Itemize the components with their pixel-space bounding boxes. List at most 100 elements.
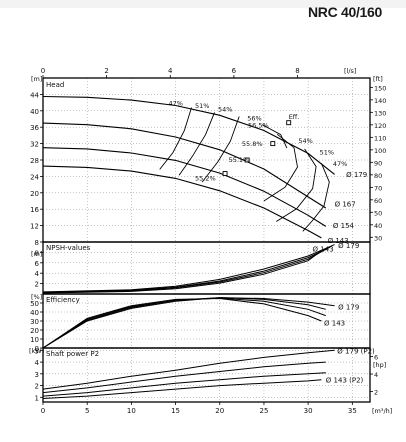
iso-efficiency-line-3 xyxy=(261,124,288,149)
npsh-panel-title: NPSH-values xyxy=(46,244,91,252)
head-right-tick-label: 60 xyxy=(374,197,382,205)
eff-curve-3 xyxy=(42,297,322,349)
iso-efficiency-line-0 xyxy=(159,107,192,170)
iso-efficiency-line-6 xyxy=(302,163,330,232)
bep-marker-1 xyxy=(270,141,276,147)
eff-ytick-label: 40 xyxy=(30,309,39,317)
top-axis-tick-label: 0 xyxy=(41,67,45,75)
x-tick-label: 30 xyxy=(304,407,313,415)
pwr-curve-3 xyxy=(42,379,322,399)
pwr-ytick-label: 5 xyxy=(35,347,39,355)
efficiency-label: 47% xyxy=(333,160,347,168)
npsh-ytick-label: 4 xyxy=(35,270,40,278)
pwr-right-tick-label: 6 xyxy=(374,354,378,362)
npsh-left-unit: [m] xyxy=(31,250,42,258)
top-axis-tick-label: 2 xyxy=(104,67,108,75)
eff-curve-2 xyxy=(42,297,326,349)
head-right-tick-label: 120 xyxy=(374,122,386,130)
x-tick-label: 10 xyxy=(127,407,136,415)
head-right-tick-label: 80 xyxy=(374,172,382,180)
efficiency-label: 55.8% xyxy=(242,140,263,148)
x-tick-label: 25 xyxy=(259,407,268,415)
x-tick-label: 20 xyxy=(215,407,224,415)
eff-ytick-label: 0 xyxy=(35,345,39,353)
efficiency-label: 56% xyxy=(247,115,261,123)
iso-efficiency-line-2 xyxy=(201,116,240,183)
head-ytick-label: 28 xyxy=(30,157,39,165)
eff-ytick-label: 10 xyxy=(30,336,39,344)
iso-efficiency-line-4 xyxy=(263,133,298,202)
eff-ytick-label: 50 xyxy=(30,300,39,308)
pwr-ytick-label: 1 xyxy=(35,394,39,402)
head-right-tick-label: 90 xyxy=(374,159,382,167)
diameter-label: Ø 167 xyxy=(335,201,356,209)
diameter-label: Ø 143 xyxy=(328,237,349,245)
eff-end-label-0: Ø 179 xyxy=(338,304,359,312)
head-right-tick-label: 130 xyxy=(374,109,386,117)
efficiency-label: 54% xyxy=(218,106,232,114)
iso-efficiency-line-5 xyxy=(276,148,317,222)
pwr-ytick-label: 2 xyxy=(35,383,39,391)
pwr-right-tick-label: 2 xyxy=(374,389,378,397)
efficiency-label: 55.2% xyxy=(195,175,216,183)
efficiency-label: 47% xyxy=(169,100,183,108)
pwr-ytick-label: 3 xyxy=(35,371,39,379)
x-axis-unit: [m³/h] xyxy=(372,407,392,415)
npsh-curve-3 xyxy=(42,250,322,294)
efficiency-label: 51% xyxy=(195,102,209,110)
npsh-end-label-0: Ø 179 xyxy=(338,242,359,250)
pwr-end-label-1: Ø 143 (P2) xyxy=(326,377,364,385)
eff-curve-0 xyxy=(42,297,335,349)
head-ytick-label: 8 xyxy=(35,239,39,247)
npsh-end-label-1: Ø 143 xyxy=(313,245,334,253)
iso-efficiency-line-1 xyxy=(178,112,215,176)
efficiency-label: 56.5% xyxy=(248,122,269,130)
x-tick-label: 5 xyxy=(85,407,89,415)
top-axis-tick-label: 4 xyxy=(168,67,173,75)
head-ytick-label: 20 xyxy=(30,190,39,198)
head-right-tick-label: 100 xyxy=(374,147,386,155)
efficiency-label: 51% xyxy=(320,148,334,156)
pwr-left-unit: [kW] xyxy=(29,347,44,355)
bep-marker-0 xyxy=(286,120,292,126)
top-axis-tick-label: 6 xyxy=(232,67,237,75)
efficiency-label: 54% xyxy=(298,137,312,145)
head-ytick-label: 40 xyxy=(30,108,39,116)
eff-ytick-label: 30 xyxy=(30,318,39,326)
pwr-end-label-0: Ø 179 (P2) xyxy=(337,347,375,355)
eff-panel-title: Efficiency xyxy=(46,296,80,304)
head-right-tick-label: 30 xyxy=(374,234,382,242)
top-axis-unit: [l/s] xyxy=(344,67,356,75)
head-ytick-label: 36 xyxy=(30,124,39,132)
diameter-label: Ø 179 xyxy=(346,171,367,179)
head-right-tick-label: 110 xyxy=(374,134,386,142)
head-ytick-label: 24 xyxy=(30,173,39,181)
diameter-label: Ø 154 xyxy=(333,222,355,230)
head-ytick-label: 12 xyxy=(30,223,39,231)
head-right-tick-label: 50 xyxy=(374,209,382,217)
npsh-curve-0 xyxy=(42,244,335,293)
head-curve-0 xyxy=(42,95,335,175)
pwr-right-unit: [hp] xyxy=(373,361,386,369)
pwr-right-tick-label: 4 xyxy=(374,371,378,379)
pwr-panel-title: Shaft power P2 xyxy=(46,350,99,358)
head-right-tick-label: 40 xyxy=(374,222,382,230)
eff-ytick-label: 20 xyxy=(30,327,39,335)
x-tick-label: 35 xyxy=(348,407,357,415)
x-tick-label: 15 xyxy=(171,407,180,415)
npsh-ytick-label: 8 xyxy=(35,249,39,257)
head-panel-title: Head xyxy=(46,81,64,89)
head-left-unit: [m] xyxy=(31,75,42,83)
bep-marker-3 xyxy=(222,171,228,176)
efficiency-label: Eff. xyxy=(289,113,300,121)
head-ytick-label: 16 xyxy=(30,206,39,214)
head-curve-2 xyxy=(42,147,327,227)
head-right-unit: [ft] xyxy=(373,75,383,83)
head-right-tick-label: 70 xyxy=(374,184,382,192)
head-curve-3 xyxy=(42,165,322,239)
npsh-curve-1 xyxy=(42,246,331,293)
x-tick-label: 0 xyxy=(41,407,45,415)
npsh-ytick-label: 2 xyxy=(35,281,39,289)
head-right-tick-label: 150 xyxy=(374,84,386,92)
